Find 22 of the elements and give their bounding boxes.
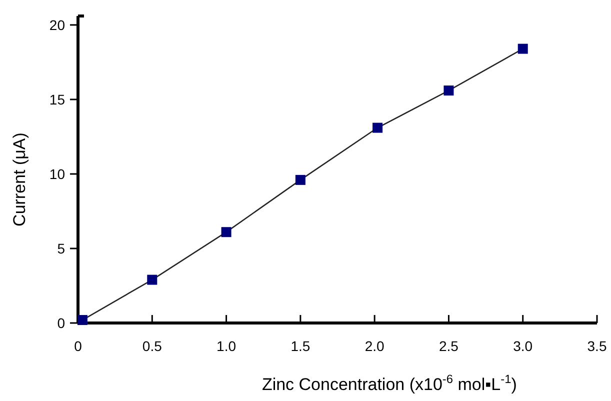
point [518, 44, 528, 54]
point [372, 122, 383, 133]
y-tick-label: 10 [49, 166, 66, 182]
x-tick-label: 3.0 [513, 338, 533, 354]
x-tick-label: 0.5 [142, 338, 162, 354]
x-tick-label: 1.5 [290, 338, 310, 354]
y-tick-label: 20 [49, 16, 66, 33]
point [221, 227, 232, 238]
y-tick-label: 5 [57, 240, 66, 256]
point [295, 174, 306, 185]
x-tick-label: 2.5 [438, 338, 459, 354]
point [147, 274, 158, 285]
x-tick-label: 0 [74, 338, 82, 354]
point [444, 86, 454, 96]
y-tick-label: 15 [49, 91, 66, 108]
x-tick-label: 3.5 [587, 338, 607, 354]
x-tick-label: 2.0 [364, 338, 385, 354]
x-axis-title: Zinc Concentration (x10$^{-6}$ mol▪L$^{-1}$) [262, 372, 517, 394]
y-axis-title: Current (μA) [10, 132, 29, 226]
x-tick-label: 1.0 [216, 338, 236, 354]
point [77, 315, 88, 326]
y-tick-label: 0 [57, 315, 66, 331]
